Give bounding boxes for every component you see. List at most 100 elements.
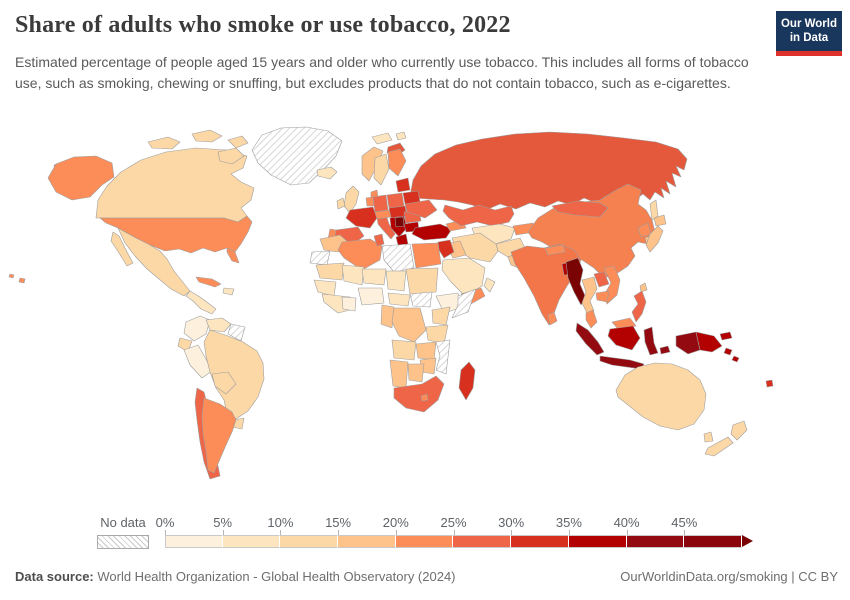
country-dr-congo[interactable] <box>391 307 427 343</box>
country-nigeria[interactable] <box>357 287 385 306</box>
country-nepal[interactable] <box>544 244 566 256</box>
country-new-zealand-north[interactable] <box>730 420 748 441</box>
legend-color-bar[interactable] <box>165 535 753 548</box>
no-data-swatch[interactable] <box>97 535 149 549</box>
country-ukraine[interactable] <box>404 199 438 219</box>
country-ghana[interactable] <box>341 296 357 312</box>
country-baltics[interactable] <box>395 177 411 193</box>
country-baja[interactable] <box>110 231 134 267</box>
country-mongolia[interactable] <box>551 200 609 218</box>
owid-logo[interactable]: Our World in Data <box>776 11 842 56</box>
country-venezuela[interactable] <box>205 317 232 333</box>
country-benelux[interactable] <box>365 196 375 207</box>
country-egypt[interactable] <box>411 242 442 269</box>
country-hokkaido[interactable] <box>653 214 667 227</box>
country-taiwan[interactable] <box>639 282 648 293</box>
country-kenya[interactable] <box>431 306 451 326</box>
country-finland[interactable] <box>387 148 407 177</box>
country-laos[interactable] <box>593 271 610 288</box>
country-cuba[interactable] <box>195 276 222 288</box>
country-thailand[interactable] <box>581 276 598 316</box>
country-ireland[interactable] <box>336 197 346 210</box>
country-new-britain[interactable] <box>719 331 733 341</box>
country-svalbard-2[interactable] <box>395 131 407 141</box>
country-alaska[interactable] <box>47 155 115 201</box>
country-maluku[interactable] <box>659 345 671 355</box>
legend-bin[interactable] <box>568 535 627 548</box>
country-mali[interactable] <box>341 264 365 286</box>
country-oman[interactable] <box>483 277 496 293</box>
country-somalia[interactable] <box>451 288 477 319</box>
country-arctic-island-3[interactable] <box>227 135 249 149</box>
country-brazil[interactable] <box>203 329 265 420</box>
country-algeria[interactable] <box>337 238 383 271</box>
country-kazakhstan[interactable] <box>442 204 515 227</box>
country-philippines[interactable] <box>631 290 647 323</box>
country-mozambique[interactable] <box>435 339 451 375</box>
legend-bin[interactable] <box>511 535 569 548</box>
country-solomon-islands-2[interactable] <box>731 355 740 363</box>
legend-bin[interactable] <box>165 535 223 548</box>
country-tunisia[interactable] <box>373 233 385 247</box>
legend-bin[interactable] <box>222 535 281 548</box>
country-central-america[interactable] <box>185 290 217 315</box>
country-solomon-islands[interactable] <box>723 347 733 356</box>
country-turkey[interactable] <box>411 223 453 241</box>
country-kalimantan[interactable] <box>607 325 641 351</box>
country-japan[interactable] <box>645 225 664 253</box>
country-libya[interactable] <box>381 243 415 273</box>
country-botswana[interactable] <box>407 363 425 383</box>
legend-bin[interactable] <box>395 535 454 548</box>
country-colombia[interactable] <box>183 315 211 342</box>
country-chad[interactable] <box>385 270 407 292</box>
country-south-sudan[interactable] <box>409 291 433 308</box>
country-russia[interactable] <box>409 131 688 211</box>
country-serbia[interactable] <box>394 216 405 228</box>
country-tasmania[interactable] <box>703 431 714 443</box>
country-zambia[interactable] <box>415 341 437 361</box>
country-bolivia[interactable] <box>211 371 237 395</box>
country-hawaii[interactable] <box>18 277 26 284</box>
country-hawaii-2[interactable] <box>8 273 15 279</box>
country-arctic-island[interactable] <box>147 136 181 150</box>
country-angola[interactable] <box>391 339 417 361</box>
country-cambodia[interactable] <box>595 290 610 303</box>
legend-bin[interactable] <box>280 535 339 548</box>
country-sweden[interactable] <box>373 153 390 186</box>
country-niger[interactable] <box>361 268 387 286</box>
legend-bin[interactable] <box>684 535 742 548</box>
country-poland[interactable] <box>386 192 405 209</box>
legend-bin[interactable] <box>338 535 396 548</box>
country-germany[interactable] <box>372 194 389 213</box>
country-arctic-island-2[interactable] <box>191 129 223 143</box>
country-sumatra[interactable] <box>575 322 605 356</box>
country-baffin-island[interactable] <box>217 147 245 165</box>
country-madagascar[interactable] <box>458 361 476 401</box>
country-malaysia[interactable] <box>585 309 598 329</box>
country-fiji[interactable] <box>765 379 774 388</box>
country-sri-lanka[interactable] <box>547 311 558 326</box>
country-argentina[interactable] <box>201 397 237 474</box>
country-florida[interactable] <box>226 247 240 264</box>
footer-link[interactable]: OurWorldinData.org/smoking | CC BY <box>620 569 838 584</box>
country-central-african-republic[interactable] <box>387 292 411 307</box>
country-australia[interactable] <box>615 362 707 431</box>
country-iceland[interactable] <box>316 166 338 180</box>
country-western-sahara[interactable] <box>309 250 331 266</box>
country-sakhalin[interactable] <box>649 199 659 221</box>
legend-bin[interactable] <box>453 535 512 548</box>
country-new-zealand-south[interactable] <box>704 436 734 457</box>
country-mauritania[interactable] <box>315 262 345 281</box>
country-cameroon-congo[interactable] <box>380 304 395 329</box>
country-namibia[interactable] <box>389 359 409 389</box>
country-sulawesi[interactable] <box>643 326 659 356</box>
country-sudan[interactable] <box>405 267 439 295</box>
country-france[interactable] <box>345 206 378 229</box>
country-papua[interactable] <box>675 331 701 355</box>
country-lesotho[interactable] <box>420 393 429 402</box>
country-svalbard[interactable] <box>371 132 393 145</box>
country-papua-new-guinea[interactable] <box>695 331 723 353</box>
country-hispaniola[interactable] <box>222 287 235 296</box>
country-senegal[interactable] <box>313 279 337 297</box>
legend-bin[interactable] <box>626 535 685 548</box>
